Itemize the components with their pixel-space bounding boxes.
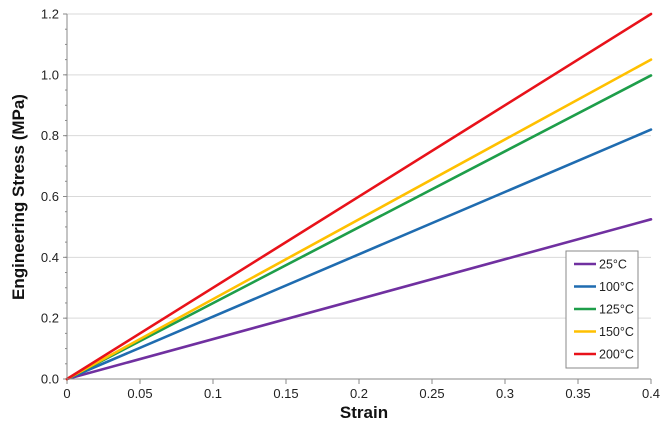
y-tick-label: 0.8: [41, 128, 59, 143]
series-line-3: [65, 58, 653, 381]
y-tick-label: 1.2: [41, 7, 59, 22]
x-tick-label: 0.4: [642, 386, 660, 401]
x-axis-title: Strain: [340, 403, 388, 422]
y-tick-label: 0.0: [41, 372, 59, 387]
x-tick-label: 0.3: [496, 386, 514, 401]
y-axis-title: Engineering Stress (MPa): [9, 94, 28, 300]
x-tick-label: 0.1: [204, 386, 222, 401]
y-tick-label: 0.4: [41, 250, 59, 265]
y-tick-label: 0.2: [41, 311, 59, 326]
legend-label-2: 125°C: [599, 303, 634, 317]
series-lines: [65, 12, 653, 381]
y-tick-label: 0.6: [41, 189, 59, 204]
x-tick-label: 0.15: [273, 386, 298, 401]
x-axis-ticks: 0 0.05 0.1 0.15 0.2 0.25 0.3 0.35 0.4: [63, 379, 660, 401]
series-line-0: [65, 218, 653, 381]
series-line-2: [65, 74, 653, 381]
x-tick-label: 0.05: [127, 386, 152, 401]
y-axis-ticks: 0.0 0.2 0.4 0.6 0.8 1.0 1.2: [41, 7, 67, 387]
x-tick-label: 0.25: [419, 386, 444, 401]
legend: 25°C 100°C 125°C 150°C 200°C: [565, 250, 639, 369]
series-line-4: [65, 12, 653, 381]
legend-label-0: 25°C: [599, 258, 627, 272]
series-line-1: [65, 128, 653, 381]
x-tick-label: 0: [63, 386, 70, 401]
legend-label-3: 150°C: [599, 325, 634, 339]
legend-label-1: 100°C: [599, 280, 634, 294]
legend-label-4: 200°C: [599, 348, 634, 362]
x-tick-label: 0.2: [350, 386, 368, 401]
y-tick-label: 1.0: [41, 67, 59, 82]
x-tick-label: 0.35: [565, 386, 590, 401]
